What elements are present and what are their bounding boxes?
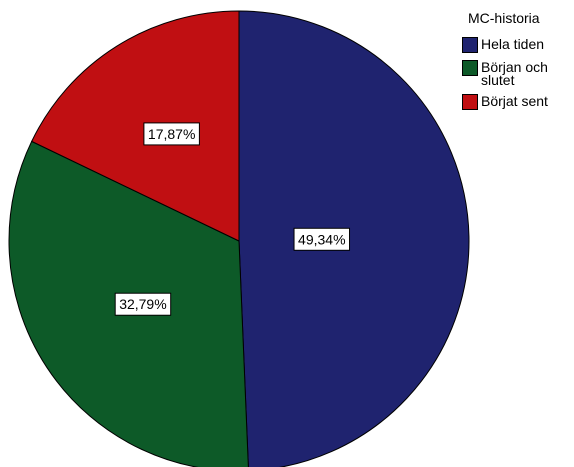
legend-swatch-hela-tiden xyxy=(462,37,478,53)
legend-item-hela-tiden: Hela tiden xyxy=(462,36,572,53)
pie-label-0: 49,34% xyxy=(293,227,351,251)
legend-swatch-borjat-sent xyxy=(462,94,478,110)
legend-label-hela-tiden: Hela tiden xyxy=(481,36,545,52)
legend-label-borjat-sent: Börjat sent xyxy=(481,93,548,109)
legend-item-borjat-sent: Börjat sent xyxy=(462,93,572,110)
pie-label-box-1 xyxy=(114,292,172,316)
pie-label-box-2 xyxy=(143,122,200,146)
legend-label-borjan-och-slutet: Början och slutet xyxy=(481,59,548,88)
pie-slice-0 xyxy=(238,10,470,467)
legend-title: MC-historia xyxy=(468,10,540,26)
pie-slices xyxy=(8,10,470,467)
pie-labels: 49,34% 32,79% 17,87% xyxy=(114,122,351,316)
pie-label-1: 32,79% xyxy=(114,292,172,316)
pie-label-text-2: 17,87% xyxy=(148,126,195,142)
pie-label-text-0: 49,34% xyxy=(298,231,345,247)
pie-label-text-1: 32,79% xyxy=(119,296,166,312)
pie-slice-2 xyxy=(31,10,240,242)
legend-item-borjan-och-slutet: Början och slutet xyxy=(462,59,572,87)
pie-label-2: 17,87% xyxy=(143,122,200,146)
legend-swatch-borjan-och-slutet xyxy=(462,60,478,76)
pie-label-box-0 xyxy=(293,227,351,251)
legend: MC-historia Hela tiden Början och slutet… xyxy=(462,10,572,116)
